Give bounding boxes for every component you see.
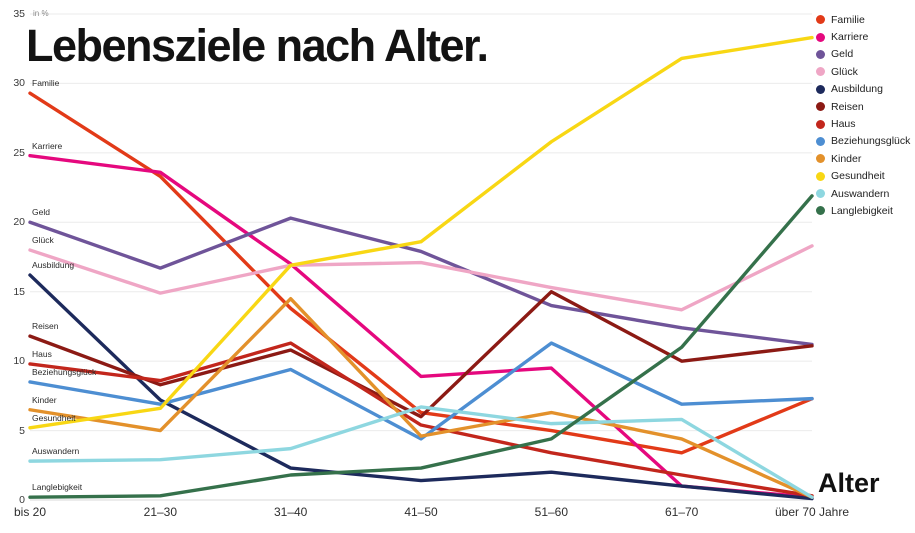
- series-line-geld: [28, 216, 814, 347]
- legend-dot-icon: [816, 206, 825, 216]
- legend-label: Karriere: [831, 31, 869, 44]
- legend-dot-icon: [816, 154, 825, 164]
- x-tick-label: 21–30: [143, 505, 178, 519]
- legend-item: Beziehungsglück: [816, 133, 910, 150]
- y-tick-label: 25: [13, 146, 25, 159]
- series-line-haus: [28, 341, 814, 498]
- legend-label: Geld: [831, 48, 854, 61]
- legend-item: Haus: [816, 115, 910, 132]
- legend-item: Langlebigkeit: [816, 202, 910, 219]
- series-start-label-langlebigkeit: Langlebigkeit: [32, 482, 83, 493]
- legend-dot-icon: [816, 171, 825, 181]
- series-start-label-karriere: Karriere: [32, 140, 63, 151]
- series-start-label-ausbildung: Ausbildung: [32, 260, 75, 271]
- series-line-beziehungsglück: [28, 341, 814, 441]
- series-start-label-reisen: Reisen: [32, 321, 59, 332]
- x-tick-label: über 70 Jahre: [774, 505, 850, 519]
- legend-dot-icon: [816, 102, 825, 112]
- legend-label: Glück: [831, 65, 858, 78]
- y-tick-label: 5: [19, 424, 25, 437]
- series-start-label-beziehungsglück: Beziehungsglück: [32, 366, 97, 377]
- legend-dot-icon: [816, 189, 825, 199]
- series-line-langlebigkeit: [28, 194, 814, 499]
- legend-item: Gesundheit: [816, 168, 910, 185]
- x-tick-label: 41–50: [404, 505, 438, 519]
- legend-item: Reisen: [816, 98, 910, 115]
- legend-item: Glück: [816, 63, 910, 80]
- y-tick-label: 35: [13, 8, 25, 20]
- legend-dot-icon: [816, 119, 825, 129]
- legend-label: Kinder: [831, 152, 862, 165]
- legend-item: Familie: [816, 11, 910, 28]
- legend-label: Gesundheit: [831, 170, 885, 183]
- legend-dot-icon: [816, 32, 825, 42]
- legend-dot-icon: [816, 67, 825, 77]
- legend-item: Auswandern: [816, 185, 910, 202]
- legend-item: Ausbildung: [816, 81, 910, 98]
- series-start-label-auswandern: Auswandern: [32, 446, 80, 457]
- series-start-label-familie: Familie: [32, 78, 60, 89]
- legend-item: Kinder: [816, 150, 910, 167]
- y-tick-label: 15: [13, 285, 25, 298]
- y-tick-label: 0: [19, 494, 25, 506]
- series-start-label-gesundheit: Gesundheit: [32, 412, 76, 423]
- series-start-label-glück: Glück: [32, 235, 54, 246]
- y-tick-label: 20: [13, 216, 25, 229]
- y-axis-unit-label: in %: [33, 9, 49, 18]
- legend-item: Karriere: [816, 28, 910, 45]
- x-tick-label: 51–60: [534, 505, 569, 519]
- series-start-label-kinder: Kinder: [32, 394, 57, 405]
- legend-item: Geld: [816, 46, 910, 63]
- series-start-label-haus: Haus: [32, 348, 52, 359]
- series-start-label-geld: Geld: [32, 207, 50, 218]
- legend-label: Familie: [831, 13, 865, 26]
- series-line-auswandern: [28, 405, 814, 499]
- series-line-kinder: [28, 296, 814, 499]
- legend-dot-icon: [816, 136, 825, 146]
- legend: Familie Karriere Geld Glück Ausbildung Reisen…: [816, 11, 910, 220]
- y-tick-label: 30: [13, 77, 25, 90]
- y-tick-label: 10: [13, 355, 25, 368]
- series-line-reisen: [28, 290, 814, 419]
- legend-dot-icon: [816, 49, 825, 59]
- series-line-ausbildung: [28, 273, 814, 501]
- legend-label: Beziehungsglück: [831, 135, 911, 148]
- legend-label: Auswandern: [831, 187, 890, 200]
- series-line-gesundheit: [28, 35, 814, 430]
- legend-label: Ausbildung: [831, 83, 883, 96]
- legend-dot-icon: [816, 15, 825, 25]
- legend-label: Langlebigkeit: [831, 204, 893, 217]
- x-tick-label: 31–40: [273, 505, 308, 519]
- legend-dot-icon: [816, 84, 825, 94]
- x-axis-title: Alter: [818, 468, 880, 498]
- series-line-glück: [28, 244, 814, 312]
- chart-title: Lebensziele nach Alter.: [26, 20, 489, 71]
- legend-label: Reisen: [831, 100, 864, 113]
- x-tick-label: bis 20: [13, 505, 47, 519]
- legend-label: Haus: [831, 118, 856, 131]
- series-line-familie: [28, 91, 814, 455]
- x-tick-label: 61–70: [664, 505, 699, 519]
